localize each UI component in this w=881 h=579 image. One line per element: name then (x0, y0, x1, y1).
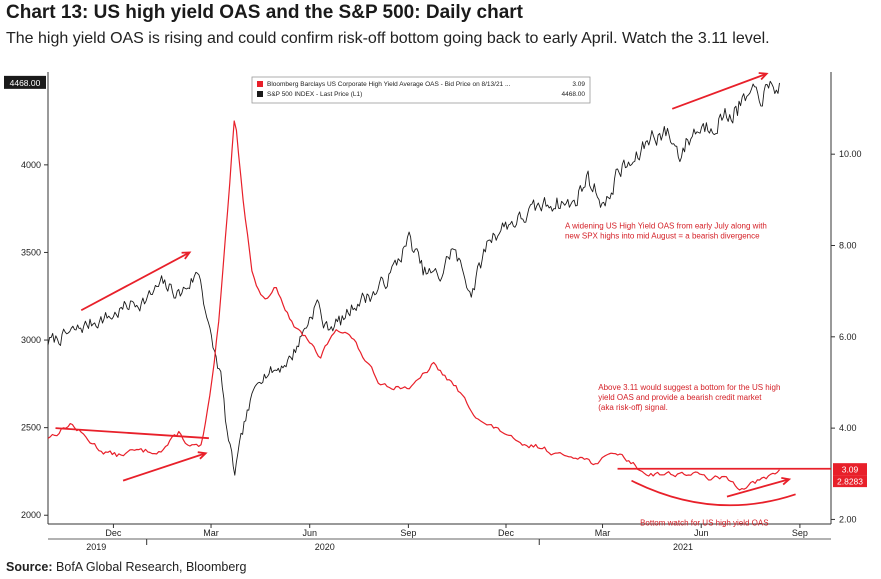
legend-box (251, 76, 591, 104)
arrow-up-oas-2021 (726, 478, 790, 498)
reference-line-2019 (55, 427, 209, 440)
annotation-line: Bottom watch for US high yield OAS (640, 518, 769, 527)
source-note: Source: BofA Global Research, Bloomberg (6, 560, 246, 574)
arrow-up-oas-2021-head (781, 476, 792, 486)
x-tick-label: Dec (105, 528, 122, 538)
right-tick-label: 2.00 (839, 514, 857, 524)
oas-series-line (47, 120, 780, 491)
left-tick-label: 4000 (21, 160, 41, 170)
annotation-line: (aka risk-off) signal. (598, 403, 668, 412)
last-value-tag-oas-text: 3.09 (842, 465, 859, 475)
annotation-line: Above 3.11 would suggest a bottom for th… (598, 383, 780, 392)
chart-title: Chart 13: US high yield OAS and the S&P … (6, 2, 524, 23)
last-value-tag-oas-text: 2.8283 (837, 477, 863, 487)
x-year-label: 2020 (315, 542, 335, 552)
annotation-line: A widening US High Yield OAS from early … (565, 221, 767, 230)
bottom-watch-arc (631, 479, 796, 507)
arrow-up-oas-2020-head (197, 451, 208, 460)
left-tick-label: 3500 (21, 247, 41, 257)
annotation-bottom-watch: Bottom watch for US high yield OAS (640, 518, 769, 527)
x-tick-label: Sep (792, 528, 808, 538)
legend-value: 4468.00 (562, 91, 586, 98)
legend-value: 3.09 (572, 81, 585, 88)
legend-label: Bloomberg Barclays US Corporate High Yie… (267, 81, 511, 88)
spx-series-line (47, 80, 780, 476)
right-tick-label: 10.00 (839, 149, 862, 159)
chart-series (47, 80, 780, 491)
x-tick-label: Mar (595, 528, 611, 538)
x-tick-label: Jun (694, 528, 709, 538)
annotation-3-11-level: Above 3.11 would suggest a bottom for th… (598, 383, 780, 412)
legend-label: S&P 500 INDEX - Last Price (L1) (267, 91, 362, 98)
right-tick-label: 4.00 (839, 423, 857, 433)
right-tick-label: 8.00 (839, 240, 857, 250)
x-tick-label: Jun (302, 528, 317, 538)
arrow-up-oas-2020 (122, 452, 206, 482)
legend-swatch (257, 81, 263, 87)
legend-swatch (257, 91, 263, 97)
arrow-up-spx-2021 (671, 72, 767, 110)
x-tick-label: Sep (400, 528, 416, 538)
left-tick-label: 2500 (21, 423, 41, 433)
annotation-line: new SPX highs into mid August = a bearis… (565, 231, 760, 240)
arrow-up-spx-2021-head (758, 72, 769, 81)
arrow-up-spx-2019 (80, 251, 191, 312)
source-label: Source: (6, 560, 53, 574)
annotation-line: yield OAS and provide a bearish credit m… (598, 393, 762, 402)
x-year-label: 2021 (673, 542, 693, 552)
last-value-tag-spx (4, 75, 46, 89)
right-tick-label: 6.00 (839, 332, 857, 342)
x-tick-label: Mar (203, 528, 219, 538)
left-tick-label: 2000 (21, 510, 41, 520)
chart-legend: Bloomberg Barclays US Corporate High Yie… (251, 76, 591, 104)
chart-axes: 2000 2500 3000 3500 4000 2.00 4.00 6.00 8.00 10.0… (21, 72, 862, 552)
chart: 2000 2500 3000 3500 4000 2.00 4.00 6.00 8.00 10.0… (4, 72, 867, 552)
source-text: BofA Global Research, Bloomberg (56, 560, 247, 574)
left-tick-label: 3000 (21, 335, 41, 345)
last-value-tag-oas (833, 475, 867, 488)
arrow-up-spx-2019-head (181, 251, 192, 260)
chart-subtitle: The high yield OAS is rising and could c… (6, 30, 770, 47)
annotation-bearish-divergence: A widening US High Yield OAS from early … (565, 221, 767, 240)
x-year-label: 2019 (86, 542, 106, 552)
x-tick-label: Dec (498, 528, 515, 538)
chart-overlays: A widening US High Yield OAS from early … (4, 72, 867, 527)
last-value-tag-spx-text: 4468.00 (10, 78, 41, 88)
last-value-tag-oas (833, 463, 867, 476)
